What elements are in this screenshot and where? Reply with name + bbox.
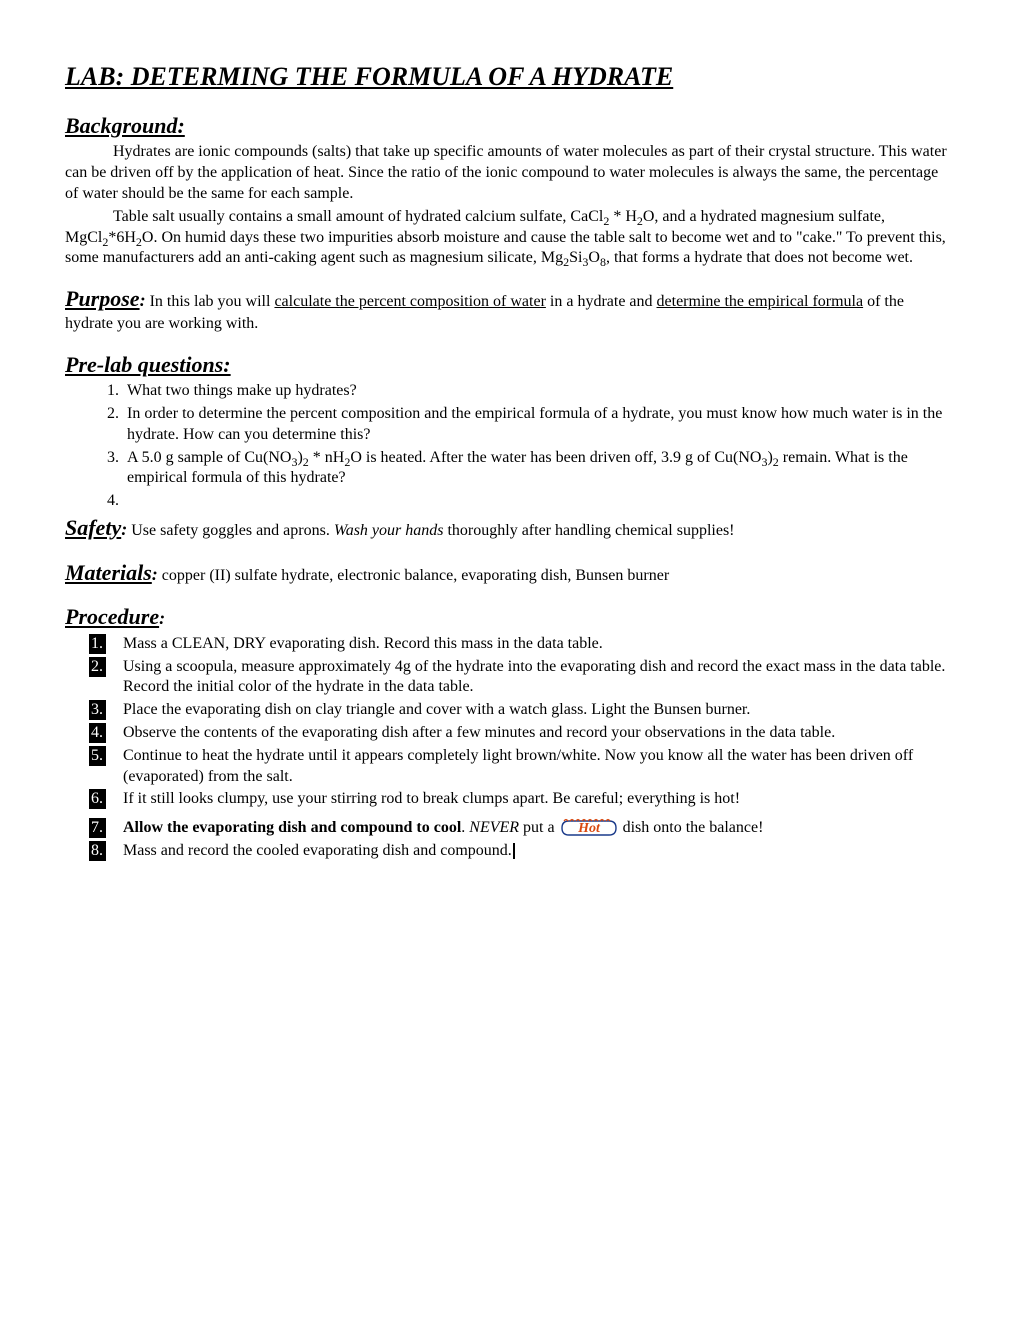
bg-p2-text: * H (609, 208, 637, 225)
prelab-q4 (123, 491, 955, 512)
bg-p2-text: Si (569, 249, 582, 266)
procedure-heading-row: Procedure: (65, 603, 955, 632)
purpose-u1: calculate the percent composition of wat… (274, 293, 545, 310)
q3-text: * nH (309, 449, 345, 466)
procedure-step-6: If it still looks clumpy, use your stirr… (89, 789, 955, 810)
s7-never: NEVER (469, 819, 519, 836)
bg-p2-text: , that forms a hydrate that does not bec… (606, 249, 913, 266)
safety-t1: Use safety goggles and aprons. (127, 522, 334, 539)
background-heading: Background: (65, 112, 955, 141)
bg-p2-text: *6H (108, 229, 136, 246)
safety-heading: Safety (65, 515, 121, 540)
purpose-section: Purpose: In this lab you will calculate … (65, 285, 955, 334)
safety-i1: Wash your hands (334, 522, 444, 539)
s7-t2: put a (519, 819, 559, 836)
procedure-step-1: Mass a CLEAN, DRY evaporating dish. Reco… (89, 634, 955, 655)
safety-t2: thoroughly after handling chemical suppl… (443, 522, 734, 539)
hot-icon: Hot (561, 818, 617, 838)
procedure-step-7: Allow the evaporating dish and compound … (89, 818, 955, 839)
procedure-step-5: Continue to heat the hydrate until it ap… (89, 746, 955, 788)
prelab-heading: Pre-lab questions: (65, 351, 955, 380)
q3-text: A 5.0 g sample of Cu(NO (127, 449, 291, 466)
procedure-list: Mass a CLEAN, DRY evaporating dish. Reco… (89, 634, 955, 862)
bg-p2-text: O (588, 249, 600, 266)
colon: : (159, 608, 165, 628)
procedure-heading: Procedure (65, 604, 159, 629)
prelab-q2: In order to determine the percent compos… (123, 404, 955, 446)
materials-heading: Materials (65, 560, 152, 585)
procedure-step-2: Using a scoopula, measure approximately … (89, 657, 955, 699)
prelab-q3: A 5.0 g sample of Cu(NO3)2 * nH2O is hea… (123, 448, 955, 490)
q3-text: O is heated. After the water has been dr… (350, 449, 761, 466)
purpose-t2: in a hydrate and (546, 293, 657, 310)
background-p1: Hydrates are ionic compounds (salts) tha… (65, 142, 955, 204)
prelab-list: What two things make up hydrates? In ord… (103, 381, 955, 512)
procedure-step-8: Mass and record the cooled evaporating d… (89, 841, 955, 862)
s7-t3: dish onto the balance! (619, 819, 764, 836)
prelab-q1: What two things make up hydrates? (123, 381, 955, 402)
s7-bold: Allow the evaporating dish and compound … (123, 819, 461, 836)
svg-text:Hot: Hot (577, 821, 601, 836)
procedure-step-4: Observe the contents of the evaporating … (89, 723, 955, 744)
purpose-t1: In this lab you will (146, 293, 275, 310)
purpose-heading: Purpose (65, 286, 140, 311)
lab-title: LAB: DETERMING THE FORMULA OF A HYDRATE (65, 60, 955, 94)
background-p2: Table salt usually contains a small amou… (65, 207, 955, 269)
materials-section: Materials: copper (II) sulfate hydrate, … (65, 559, 955, 588)
procedure-step-3: Place the evaporating dish on clay trian… (89, 700, 955, 721)
s8-text: Mass and record the cooled evaporating d… (123, 842, 512, 859)
purpose-u2: determine the empirical formula (657, 293, 864, 310)
materials-t1: copper (II) sulfate hydrate, electronic … (158, 567, 669, 584)
safety-section: Safety: Use safety goggles and aprons. W… (65, 514, 955, 543)
bg-p2-text: Table salt usually contains a small amou… (113, 208, 603, 225)
text-cursor-icon (513, 843, 515, 859)
